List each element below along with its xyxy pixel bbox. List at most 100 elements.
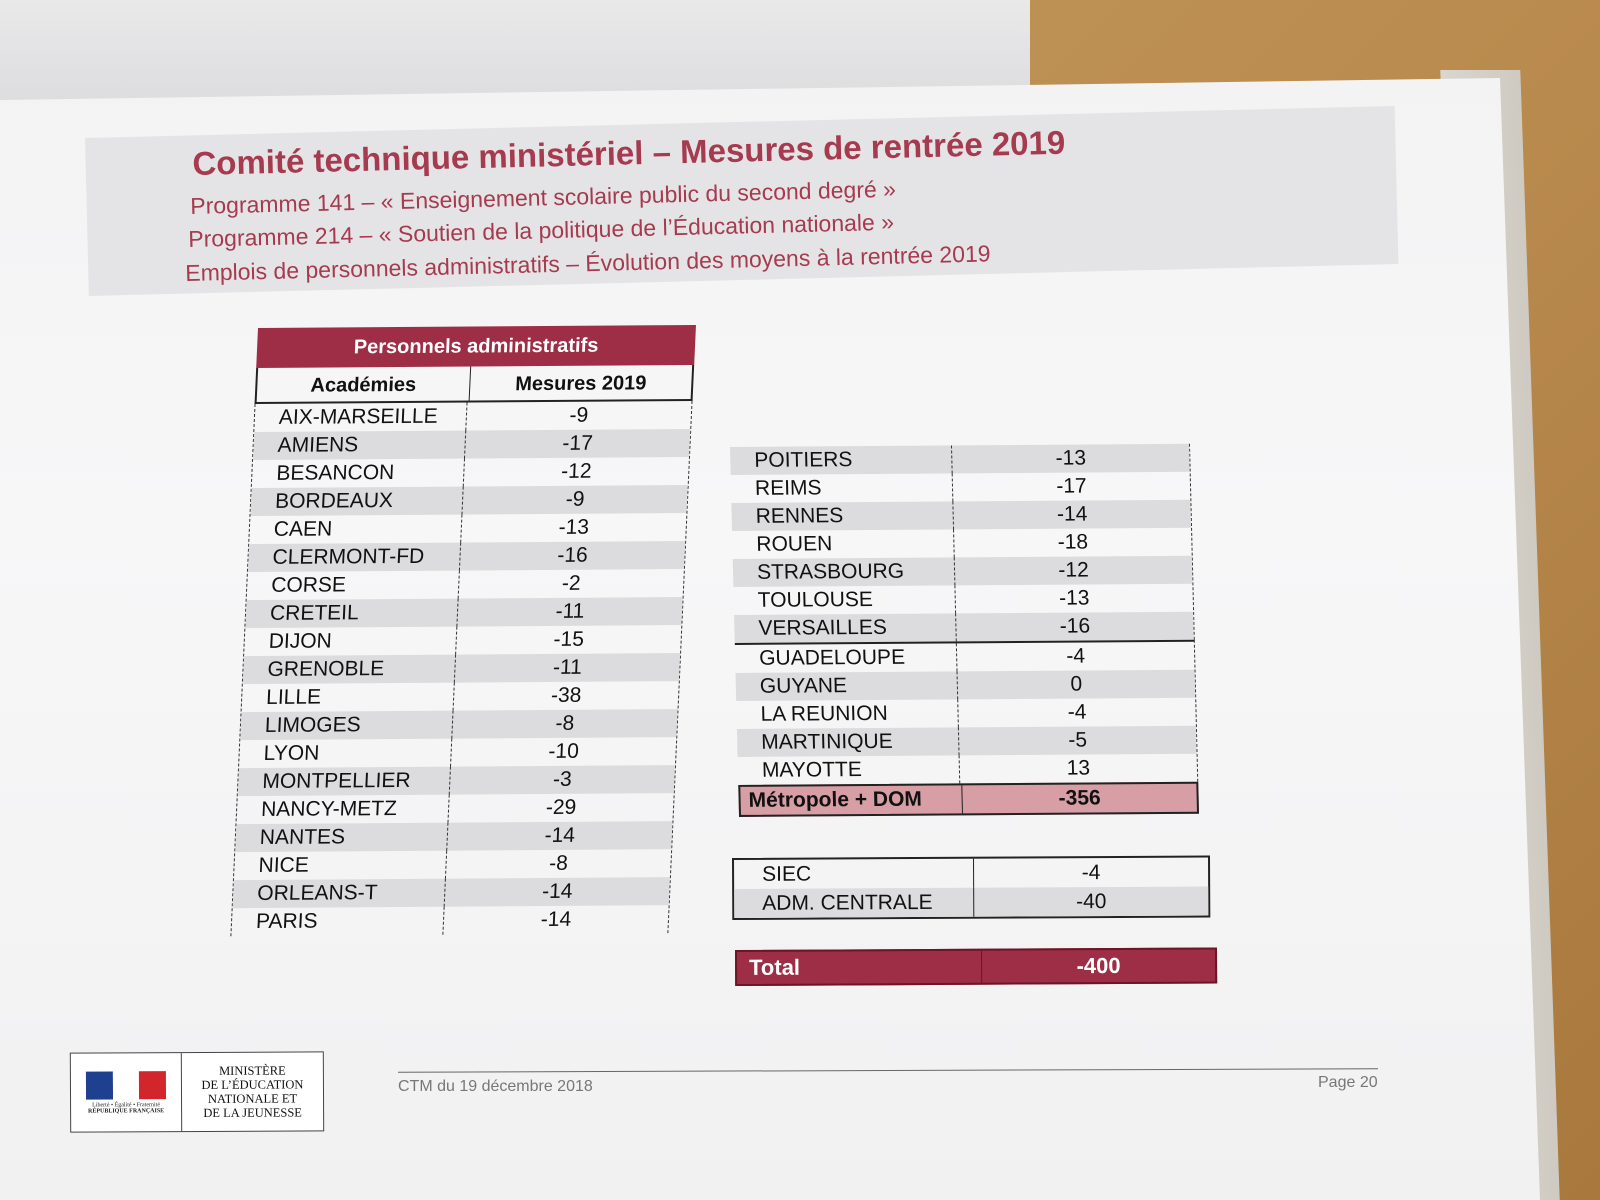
table-row: LYON -10 <box>239 737 676 769</box>
table-row: BESANCON -12 <box>251 457 689 489</box>
table-row: CLERMONT-FD -16 <box>247 541 686 573</box>
academie-name: NANCY-METZ <box>236 794 450 825</box>
table-row: POITIERS -13 <box>730 443 1190 475</box>
academie-name: REIMS <box>730 473 954 503</box>
ministry-line-2: DE L’ÉDUCATION <box>201 1077 304 1092</box>
academie-name: TOULOUSE <box>733 585 957 615</box>
academie-name: MARTINIQUE <box>736 727 960 757</box>
other-rows: SIEC -4 ADM. CENTRALE -40 <box>732 855 1211 920</box>
mesure-value: -40 <box>1075 890 1107 914</box>
academie-name: MAYOTTE <box>737 755 961 785</box>
table-row: GUYANE 0 <box>735 669 1196 701</box>
mesure-value: -9 <box>569 403 589 427</box>
mesure-value: -4 <box>1067 700 1087 724</box>
table-row: AIX-MARSEILLE -9 <box>254 401 691 433</box>
table-row: BORDEAUX -9 <box>250 485 688 517</box>
academie-name: GRENOBLE <box>242 654 457 685</box>
table-row: GUADELOUPE -4 <box>734 642 1195 673</box>
mesure-value: -29 <box>545 795 577 820</box>
academie-name: DIJON <box>244 626 458 657</box>
table-row: GRENOBLE -11 <box>242 653 681 685</box>
table-column-headers: Académies Mesures 2019 <box>254 364 695 405</box>
academie-name: RENNES <box>731 501 955 531</box>
academie-name: AIX-MARSEILLE <box>254 402 468 433</box>
republic-logo-mark: Liberté • Égalité • Fraternité RÉPUBLIQU… <box>70 1053 183 1132</box>
ministry-line-4: DE LA JEUNESSE <box>203 1105 302 1120</box>
academie-name: POITIERS <box>730 445 953 475</box>
mesure-value: -8 <box>548 851 569 875</box>
table-row: NANTES -14 <box>235 821 673 853</box>
ministry-line-1: MINISTÈRE <box>219 1063 286 1078</box>
mesure-value: -16 <box>556 543 589 567</box>
column-header-academies: Académies <box>256 366 472 403</box>
table-title: Personnels administratifs <box>256 324 696 369</box>
academie-name: STRASBOURG <box>732 557 956 587</box>
total-value: -400 <box>1076 952 1121 979</box>
table-row: TOULOUSE -13 <box>733 584 1193 615</box>
academie-name: LYON <box>239 738 453 769</box>
total-row: Total -400 <box>735 947 1218 986</box>
mesure-value: -13 <box>558 515 590 539</box>
table-row: STRASBOURG -12 <box>732 555 1193 587</box>
mesure-value: -8 <box>555 711 575 735</box>
academies-table-right: POITIERS -13 REIMS -17 RENNES -14 ROUEN -18 STRA… <box>730 443 1200 817</box>
logo-republic: RÉPUBLIQUE FRANÇAISE <box>87 1107 165 1115</box>
mesure-value: 0 <box>1070 672 1083 696</box>
ministry-name: MINISTÈRE DE L’ÉDUCATION NATIONALE ET DE… <box>182 1052 323 1131</box>
table-row: MONTPELLIER -3 <box>237 765 676 797</box>
flag-icon <box>85 1070 167 1100</box>
academie-name: CLERMONT-FD <box>247 542 462 573</box>
table-row: ROUEN -18 <box>732 528 1192 559</box>
mesure-value: 13 <box>1066 756 1091 780</box>
academie-name: MONTPELLIER <box>237 766 452 797</box>
table-row: PARIS -14 <box>231 905 668 937</box>
mesure-value: -4 <box>1081 861 1101 885</box>
academie-name: ROUEN <box>732 529 955 559</box>
mesure-value: -11 <box>552 655 583 679</box>
mesure-value: -17 <box>1056 474 1087 498</box>
mesure-value: -17 <box>561 431 594 455</box>
table-row: LILLE -38 <box>241 681 679 713</box>
academie-name: NICE <box>233 850 448 881</box>
table-row: CRETEIL -11 <box>245 597 683 629</box>
mesure-value: -38 <box>550 683 582 707</box>
dom-rows: GUADELOUPE -4 GUYANE 0 LA REUNION -4 MARTINIQU… <box>734 639 1199 785</box>
mesure-value: -14 <box>540 907 572 932</box>
academies-table-left: Personnels administratifs Académies Mesu… <box>230 324 696 937</box>
academie-name: CAEN <box>249 514 463 545</box>
subtotal-value: -356 <box>1058 786 1101 810</box>
mesure-value: -3 <box>552 767 573 791</box>
academie-name: SIEC <box>734 858 975 889</box>
table-row: DIJON -15 <box>244 625 681 657</box>
mesure-value: -15 <box>553 627 585 651</box>
table-row: RENNES -14 <box>731 499 1192 531</box>
academie-name: AMIENS <box>253 430 467 461</box>
ministry-logo: Liberté • Égalité • Fraternité RÉPUBLIQU… <box>69 1051 325 1133</box>
left-rows: AIX-MARSEILLE -9 AMIENS -17 BESANCON -12 BORDE… <box>230 400 693 937</box>
table-row: AMIENS -17 <box>253 428 691 461</box>
page-number: Page 20 <box>1318 1074 1378 1091</box>
mesure-value: -11 <box>555 599 585 623</box>
academie-name: PARIS <box>231 906 445 937</box>
ministry-line-3: NATIONALE ET <box>207 1091 298 1106</box>
total-label: Total <box>737 950 983 984</box>
table-row: CORSE -2 <box>246 569 684 601</box>
total-table: Total -400 <box>735 947 1218 986</box>
academie-name: GUADELOUPE <box>734 643 958 673</box>
academie-name: LIMOGES <box>240 710 454 741</box>
academie-name: VERSAILLES <box>734 613 957 643</box>
column-header-mesures: Mesures 2019 <box>514 372 647 396</box>
table-row: CAEN -13 <box>249 513 686 545</box>
mesure-value: -14 <box>1056 502 1088 526</box>
table-row: NICE -8 <box>233 849 671 881</box>
mesure-value: -12 <box>560 459 593 483</box>
academie-name: CORSE <box>246 570 460 601</box>
mesure-value: -9 <box>565 487 585 511</box>
academie-name: LA REUNION <box>736 699 959 729</box>
academie-name: ORLEANS-T <box>232 878 446 909</box>
academie-name: CRETEIL <box>245 598 459 629</box>
mesure-value: -13 <box>1055 446 1087 470</box>
academie-name: NANTES <box>235 822 449 853</box>
right-rows: POITIERS -13 REIMS -17 RENNES -14 ROUEN -18 STRA… <box>730 443 1195 643</box>
academie-name: BESANCON <box>251 458 465 489</box>
